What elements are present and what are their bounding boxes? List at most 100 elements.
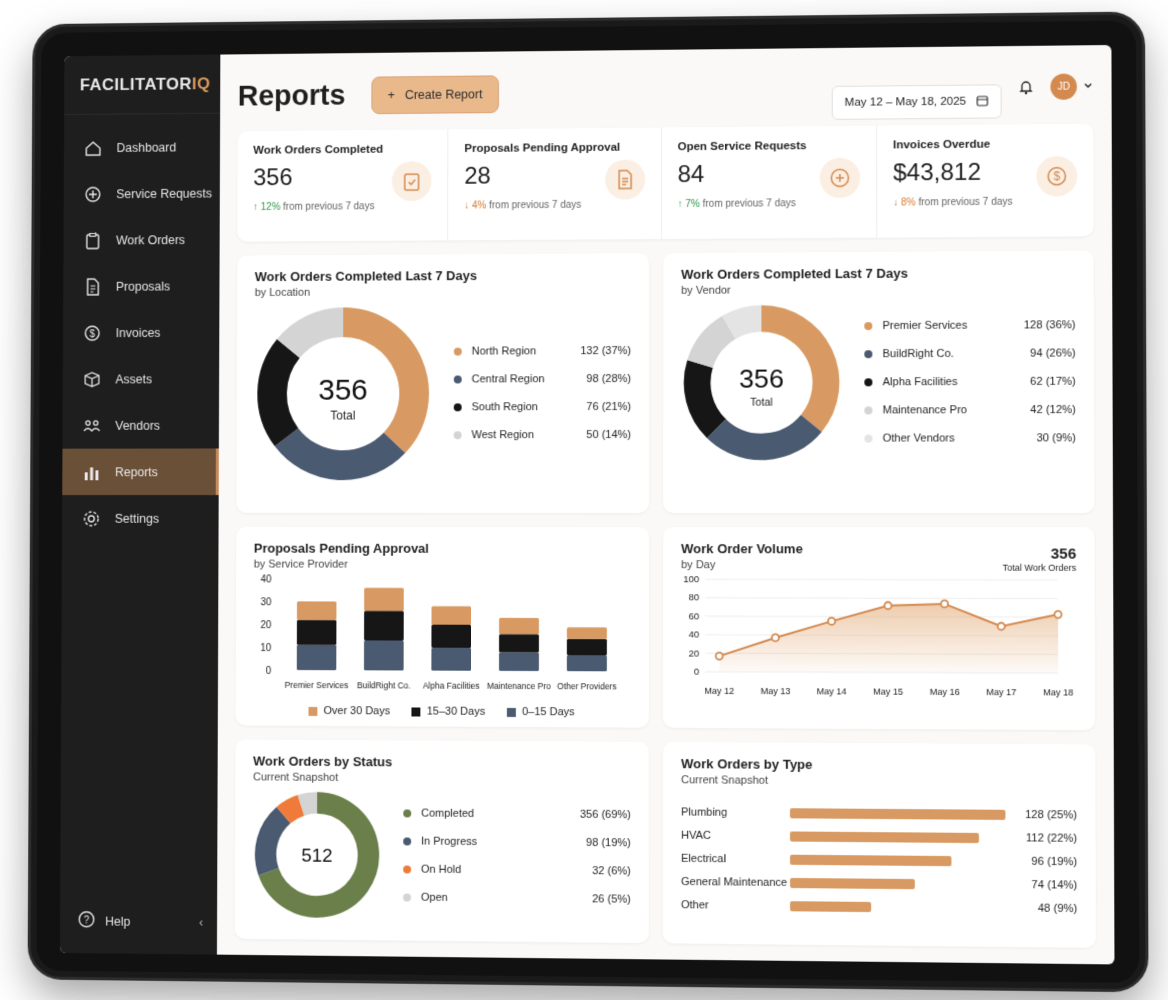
delta-percent: 12% (261, 202, 281, 213)
legend-label: Central Region (472, 373, 545, 385)
data-point[interactable] (884, 602, 891, 609)
legend-label: On Hold (421, 864, 461, 876)
donut-slice[interactable] (301, 803, 317, 806)
bell-icon[interactable] (1018, 79, 1034, 95)
clipboard-icon (81, 228, 104, 252)
date-range-picker[interactable]: May 12 – May 18, 2025 (832, 84, 1002, 120)
tablet-frame: FACILITATOR IQ Dashboard Service Requests W… (28, 11, 1149, 992)
card-subtitle: Current Snapshot (253, 771, 631, 786)
donut-slice[interactable] (729, 319, 761, 328)
svg-text:$: $ (90, 329, 96, 340)
delta-suffix: from previous 7 days (918, 197, 1012, 209)
hbar-fill[interactable] (790, 831, 978, 843)
kpi-summary: Work Orders Completed 356 ↑ 12% from previ… (237, 124, 1093, 242)
hbar-row[interactable]: Other 48 (9%) (681, 893, 1077, 920)
legend-dot (454, 348, 462, 356)
brand-name: FACILITATOR (80, 74, 192, 95)
area-fill (719, 603, 1058, 673)
legend-value: 50 (14%) (586, 429, 631, 441)
date-range-value: May 12 – May 18, 2025 (845, 96, 967, 109)
donut-slice[interactable] (716, 423, 811, 447)
y-tick-label: 100 (683, 573, 699, 584)
data-point[interactable] (716, 653, 723, 660)
page-title: Reports (238, 79, 346, 113)
bar-segment[interactable] (567, 639, 607, 655)
donut-slice[interactable] (286, 437, 394, 465)
bar-segment[interactable] (567, 627, 607, 639)
location-donut-card: Work Orders Completed Last 7 Days by Loc… (236, 253, 649, 513)
dollar-icon: $ (81, 321, 104, 345)
donut-slice[interactable] (288, 322, 343, 348)
brand-logo[interactable]: FACILITATOR IQ (64, 55, 220, 116)
legend-dot (864, 350, 872, 358)
sidebar-item-settings[interactable]: Settings (62, 495, 219, 542)
bar-segment[interactable] (297, 645, 337, 670)
kpi-card[interactable]: Open Service Requests 84 ↑ 7% from previou… (662, 126, 877, 240)
legend-row: South Region 76 (21%) (454, 393, 631, 421)
bar-segment[interactable] (364, 641, 404, 671)
data-point[interactable] (772, 634, 779, 641)
legend-label: Other Vendors (883, 432, 955, 444)
proposals-legend: Over 30 Days 15–30 Days 0–15 Days (253, 705, 631, 719)
bar-segment[interactable] (431, 648, 471, 671)
collapse-sidebar-button[interactable]: ‹ (199, 915, 203, 929)
bar-segment[interactable] (364, 588, 404, 611)
card-subtitle: by Vendor (681, 283, 1075, 297)
help-link[interactable]: ? Help ‹ (78, 910, 204, 932)
bar-segment[interactable] (499, 618, 539, 634)
legend-row: Open 26 (5%) (403, 883, 631, 913)
donut-slice[interactable] (272, 349, 288, 438)
donut-slice[interactable] (697, 364, 716, 429)
donut-slice[interactable] (284, 805, 301, 815)
sidebar-item-dashboard[interactable]: Dashboard (64, 123, 220, 171)
total-value: 356 (1002, 545, 1076, 562)
chevron-down-icon (1083, 77, 1093, 95)
y-tick-label: 20 (260, 620, 271, 631)
hbar-fill[interactable] (790, 808, 1005, 820)
bar-segment[interactable] (364, 611, 404, 641)
hbar-row[interactable]: Electrical 96 (19%) (681, 847, 1077, 874)
bar-segment[interactable] (431, 625, 471, 648)
sidebar-item-vendors[interactable]: Vendors (62, 402, 219, 449)
sidebar-item-assets[interactable]: Assets (63, 355, 220, 402)
sidebar-item-reports[interactable]: Reports (62, 448, 219, 495)
bar-segment[interactable] (567, 655, 607, 671)
bar-segment[interactable] (431, 606, 471, 624)
hbar-fill[interactable] (790, 901, 871, 912)
card-subtitle: by Service Provider (254, 559, 631, 572)
bar-segment[interactable] (297, 620, 337, 645)
legend-item: Over 30 Days (309, 705, 390, 717)
hbar-label: General Maintenance (681, 875, 790, 888)
legend-dot (403, 894, 411, 902)
legend-row: Alpha Facilities 62 (17%) (864, 368, 1075, 397)
donut-slice[interactable] (700, 327, 729, 363)
sidebar-item-service-requests[interactable]: Service Requests (64, 170, 220, 217)
bar-segment[interactable] (499, 652, 539, 671)
hbar-label: Electrical (681, 852, 790, 865)
sidebar-item-invoices[interactable]: $ Invoices (63, 309, 219, 356)
data-point[interactable] (998, 623, 1005, 630)
hbar-fill[interactable] (790, 877, 914, 888)
hbar-fill[interactable] (790, 854, 951, 865)
legend-row: Completed 356 (69%) (403, 799, 631, 829)
sidebar-item-work-orders[interactable]: Work Orders (63, 216, 219, 263)
data-point[interactable] (828, 618, 835, 625)
legend-value: 42 (12%) (1030, 404, 1076, 416)
kpi-card[interactable]: Invoices Overdue $43,812 ↓ 8% from previou… (877, 124, 1094, 238)
x-tick-label: May 18 (1043, 687, 1073, 697)
data-point[interactable] (1054, 611, 1061, 618)
page-header: Reports + Create Report May 12 – May 18,… (238, 63, 1094, 121)
kpi-card[interactable]: Proposals Pending Approval 28 ↓ 4% from pr… (448, 127, 661, 240)
hbar-row[interactable]: HVAC 112 (22%) (681, 824, 1077, 850)
arrow-up-icon: ↑ (253, 202, 261, 213)
create-report-button[interactable]: + Create Report (371, 75, 499, 114)
sidebar-item-proposals[interactable]: Proposals (63, 263, 219, 310)
bar-segment[interactable] (499, 634, 539, 653)
kpi-card[interactable]: Work Orders Completed 356 ↑ 12% from previ… (237, 129, 448, 241)
donut-slice[interactable] (266, 815, 284, 872)
bar-segment[interactable] (297, 601, 337, 619)
user-menu[interactable]: JD (1050, 73, 1093, 100)
hbar-row[interactable]: Plumbing 128 (25%) (681, 800, 1077, 826)
data-point[interactable] (941, 600, 948, 607)
x-tick-label: May 17 (986, 687, 1016, 697)
